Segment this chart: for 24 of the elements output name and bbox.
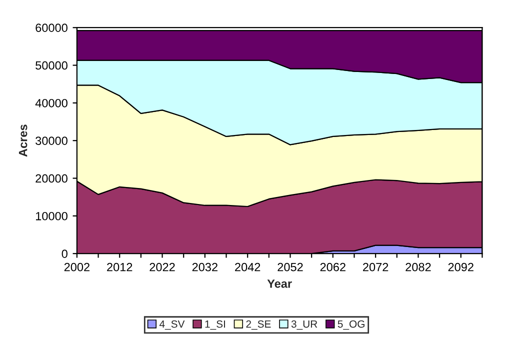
legend-label: 3_UR: [291, 320, 318, 330]
x-axis-title: Year: [267, 280, 292, 288]
x-tick-label: 2092: [448, 262, 474, 272]
x-tick-label: 2082: [406, 262, 431, 272]
y-axis-title: Acres: [18, 124, 28, 157]
x-tick-label: 2002: [64, 262, 90, 272]
y-tick-label: 20000: [36, 174, 68, 183]
legend-label: 4_SV: [159, 320, 185, 330]
y-tick-label: 60000: [36, 24, 68, 32]
x-tick-label: 2042: [235, 262, 260, 272]
legend-label: 2_SE: [246, 320, 271, 330]
x-tick-label: 2062: [320, 262, 346, 272]
y-tick-label: 0: [62, 250, 68, 258]
x-tick-label: 2022: [150, 262, 175, 272]
x-tick-label: 2052: [278, 262, 303, 272]
y-tick-label: 50000: [36, 61, 68, 70]
legend-label: 1_SI: [205, 320, 225, 330]
x-tick-label: 2072: [363, 262, 388, 272]
y-tick-label: 40000: [35, 98, 68, 108]
legend-label: 5_OG: [338, 320, 364, 330]
y-tick-label: 30000: [36, 136, 68, 145]
y-tick-label: 10000: [36, 212, 68, 220]
x-tick-label: 2032: [192, 262, 218, 272]
x-tick-label: 2012: [107, 262, 132, 272]
